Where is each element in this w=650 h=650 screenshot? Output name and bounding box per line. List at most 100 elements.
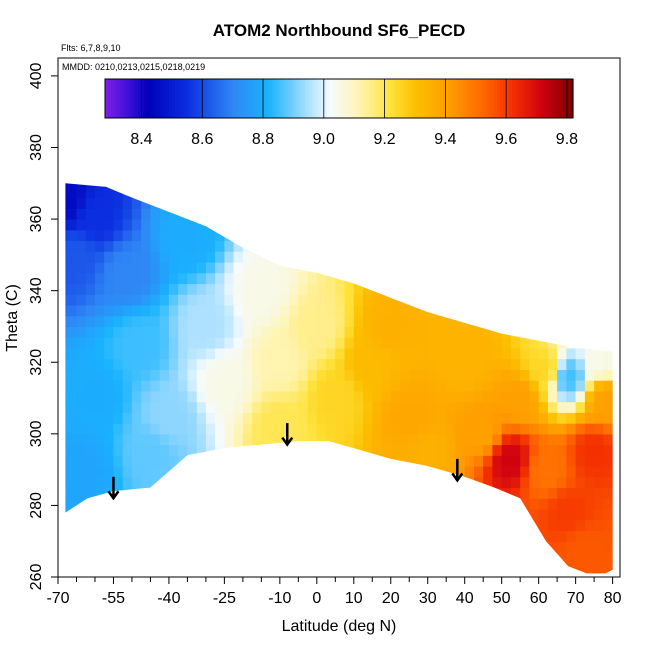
field-cell — [335, 412, 346, 424]
field-cell — [168, 315, 179, 327]
field-cell — [187, 165, 197, 176]
field-cell — [131, 444, 142, 456]
field-cell — [344, 219, 355, 231]
field-cell — [113, 423, 124, 435]
field-cell — [196, 423, 207, 435]
field-cell — [326, 530, 336, 542]
field-cell — [492, 208, 503, 220]
field-cell — [529, 358, 540, 370]
y-tick-label: 380 — [28, 134, 45, 161]
field-cell — [335, 551, 346, 564]
field-cell — [65, 315, 68, 327]
field-cell — [483, 380, 493, 392]
field-cell — [168, 455, 179, 467]
field-cell — [298, 197, 309, 209]
field-cell — [289, 401, 299, 413]
field-cell — [400, 369, 410, 381]
field-cell — [159, 283, 170, 295]
field-cell — [289, 476, 299, 489]
field-cell — [131, 283, 142, 295]
colorbar-cell — [381, 79, 386, 118]
colorbar-cell — [317, 79, 322, 118]
field-cell — [150, 326, 161, 338]
field-cell — [187, 573, 198, 574]
field-cell — [464, 562, 475, 574]
field-cell — [215, 208, 225, 220]
field-cell — [298, 186, 309, 199]
field-cell — [390, 530, 401, 542]
field-cell — [483, 551, 493, 564]
field-cell — [372, 466, 383, 478]
field-cell — [446, 551, 456, 564]
field-cell — [538, 551, 549, 564]
field-cell — [381, 423, 392, 435]
field-cell — [242, 444, 253, 456]
field-cell — [483, 251, 493, 263]
field-cell — [168, 197, 179, 209]
field-cell — [594, 541, 604, 553]
field-cell — [353, 466, 364, 478]
field-cell — [455, 433, 466, 446]
field-cell — [104, 337, 114, 349]
field-cell — [557, 466, 567, 478]
field-cell — [612, 509, 613, 521]
field-cell — [104, 208, 114, 220]
field-cell — [557, 240, 567, 252]
field-cell — [353, 183, 364, 188]
field-cell — [113, 315, 124, 327]
field-cell — [446, 530, 456, 542]
field-cell — [547, 390, 558, 403]
field-cell — [307, 183, 318, 188]
field-cell — [594, 390, 604, 403]
colorbar-cell — [399, 79, 404, 118]
field-cell — [67, 305, 77, 317]
field-cell — [307, 380, 318, 392]
field-cell — [242, 358, 253, 370]
field-cell — [150, 305, 161, 317]
field-cell — [196, 219, 207, 231]
field-cell — [344, 326, 355, 338]
field-cell — [85, 229, 96, 242]
field-cell — [557, 423, 567, 435]
field-cell — [557, 573, 567, 574]
field-cell — [233, 219, 244, 231]
field-cell — [141, 197, 151, 209]
field-cell — [538, 476, 549, 489]
field-cell — [159, 551, 170, 564]
field-cell — [557, 165, 567, 176]
field-cell — [150, 219, 161, 231]
field-cell — [224, 390, 235, 403]
field-cell — [603, 541, 613, 553]
field-cell — [307, 315, 318, 327]
field-cell — [224, 229, 235, 242]
field-cell — [95, 294, 105, 306]
field-cell — [400, 466, 410, 478]
field-cell — [363, 197, 373, 209]
field-cell — [270, 519, 281, 531]
field-cell — [437, 197, 447, 209]
field-cell — [603, 294, 613, 306]
field-cell — [520, 562, 530, 574]
field-cell — [307, 562, 318, 574]
y-tick-label: 320 — [28, 349, 45, 376]
field-cell — [492, 401, 503, 413]
field-cell — [464, 337, 475, 349]
field-cell — [141, 509, 151, 521]
field-cell — [187, 551, 198, 564]
field-cell — [594, 487, 604, 499]
field-cell — [418, 562, 429, 574]
field-cell — [612, 219, 613, 231]
field-cell — [252, 562, 262, 574]
colorbar-cell — [405, 79, 410, 118]
field-cell — [307, 573, 318, 574]
field-cell — [538, 509, 549, 521]
field-cell — [390, 551, 401, 564]
field-cell — [326, 390, 336, 403]
field-cell — [455, 251, 466, 263]
field-cell — [131, 229, 142, 242]
x-axis: -70 -55 -40 -25 -10 0 10 20 30 40 50 60 70 80 — [46, 577, 622, 607]
field-cell — [390, 305, 401, 317]
field-cell — [575, 444, 586, 456]
field-cell — [67, 412, 77, 424]
field-cell — [205, 183, 216, 188]
